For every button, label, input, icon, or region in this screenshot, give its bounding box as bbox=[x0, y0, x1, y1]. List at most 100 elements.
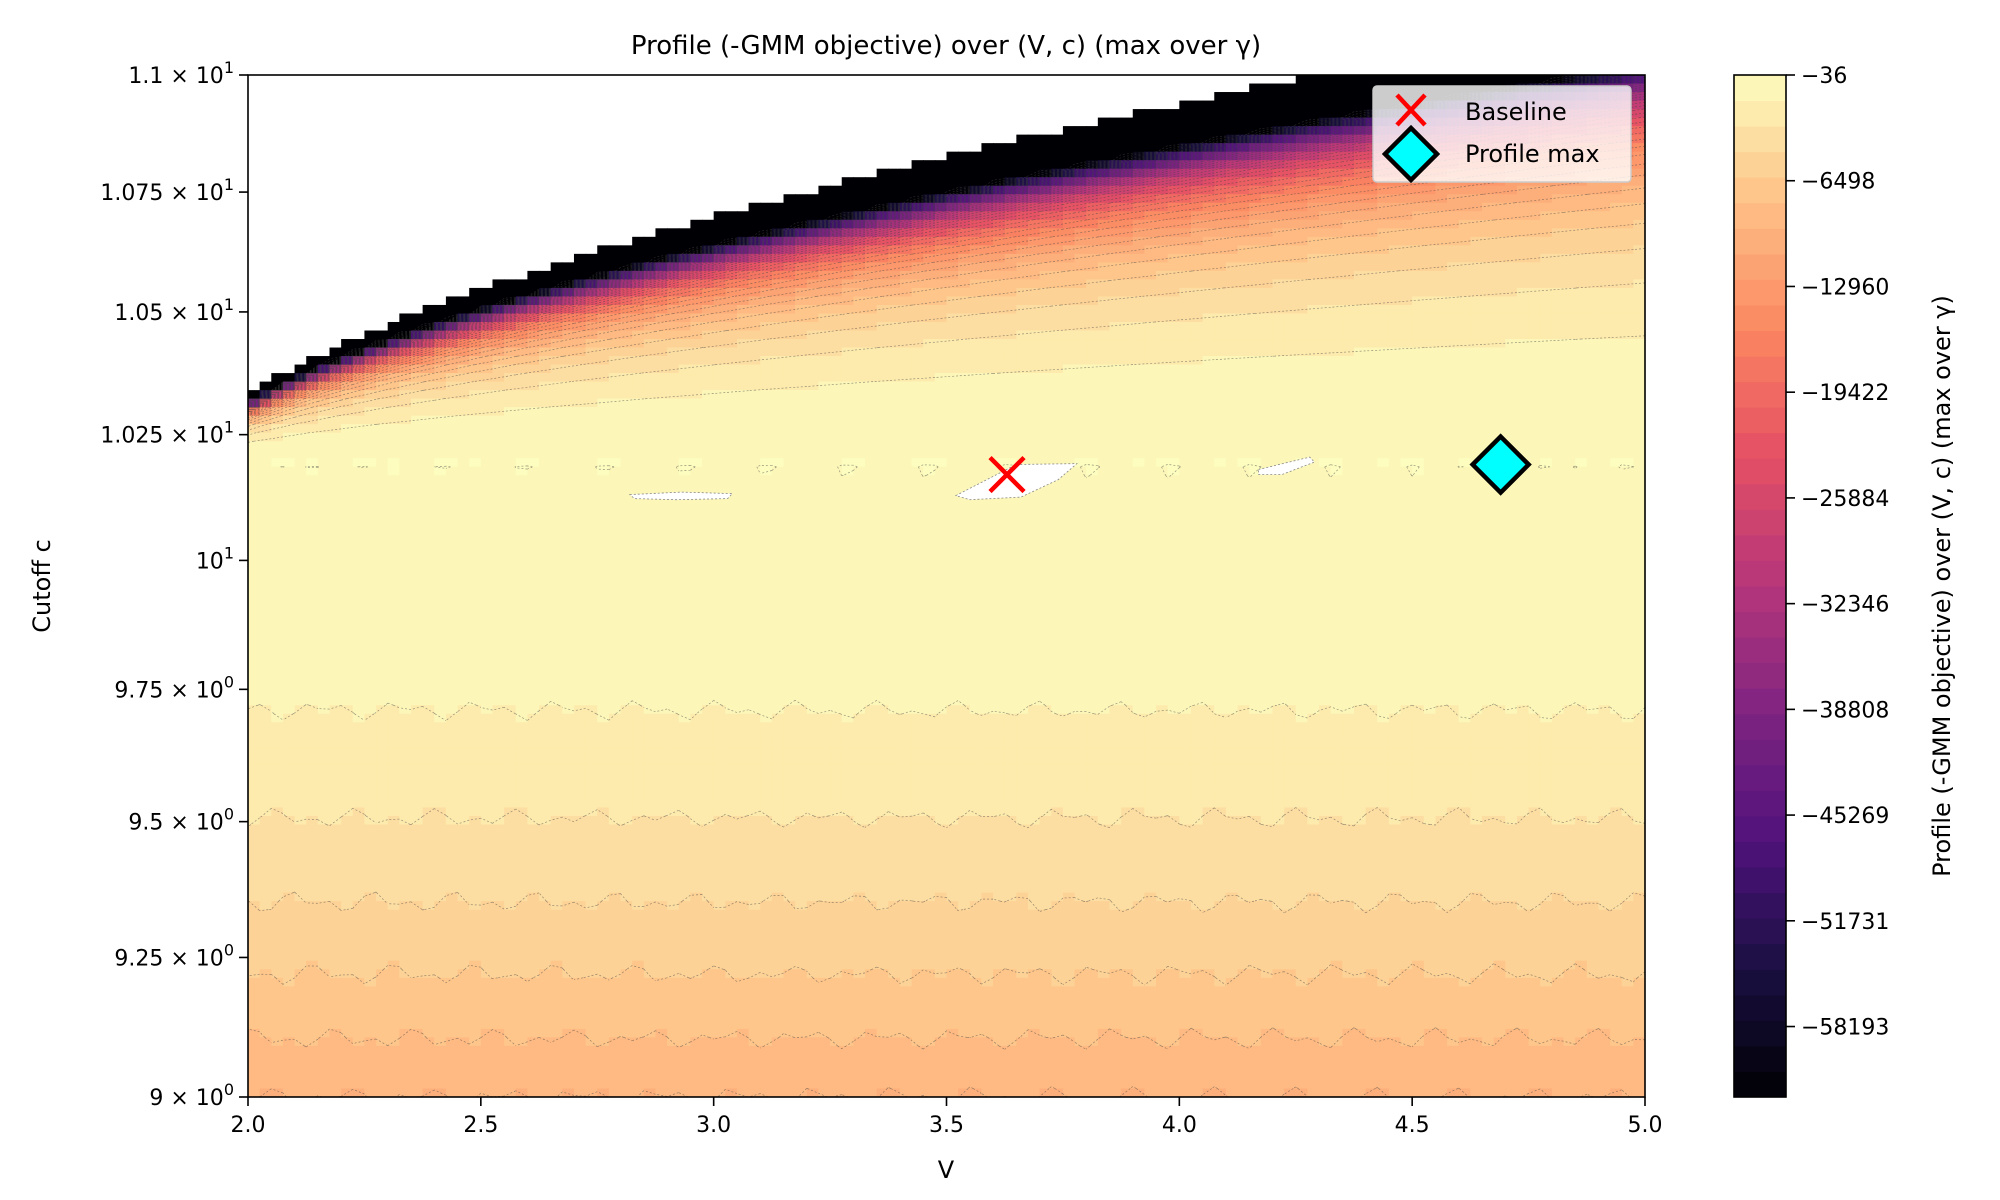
contour-cell bbox=[993, 287, 1006, 298]
contour-cell bbox=[1179, 390, 1192, 400]
contour-cell bbox=[1598, 432, 1611, 442]
contour-cell bbox=[946, 492, 959, 502]
contour-cell bbox=[539, 398, 552, 408]
contour-cell bbox=[969, 526, 983, 536]
contour-cell bbox=[1167, 475, 1180, 485]
contour-cell bbox=[504, 466, 517, 476]
contour-cell bbox=[550, 432, 563, 442]
contour-cell bbox=[515, 287, 528, 298]
contour-cell bbox=[1027, 424, 1041, 434]
contour-cell bbox=[306, 432, 319, 442]
contour-cell bbox=[923, 279, 936, 289]
contour-cell bbox=[1062, 330, 1076, 340]
contour-cell bbox=[1039, 398, 1052, 408]
contour-cell bbox=[783, 364, 796, 374]
contour-cell bbox=[1516, 339, 1530, 349]
contour-cell bbox=[853, 245, 866, 255]
contour-cell bbox=[1144, 202, 1157, 212]
contour-cell bbox=[1249, 109, 1262, 119]
contour-cell bbox=[1109, 373, 1122, 383]
contour-cell bbox=[958, 364, 971, 374]
contour-cell bbox=[585, 253, 598, 263]
contour-cell bbox=[387, 407, 400, 417]
contour-cell bbox=[853, 313, 866, 323]
contour-cell bbox=[1307, 126, 1320, 136]
contour-cell bbox=[1121, 313, 1134, 323]
contour-cell bbox=[1307, 492, 1320, 502]
contour-cell bbox=[1086, 211, 1099, 221]
contour-cell bbox=[1062, 509, 1076, 519]
contour-cell bbox=[1388, 279, 1402, 289]
contour-cell bbox=[806, 526, 820, 536]
contour-cell bbox=[1225, 407, 1239, 417]
contour-cell bbox=[1027, 500, 1041, 510]
contour-cell bbox=[259, 492, 272, 502]
contour-cell bbox=[1540, 313, 1553, 323]
contour-cell bbox=[1528, 483, 1541, 493]
contour-cell bbox=[1353, 339, 1367, 349]
contour-cell bbox=[1470, 390, 1483, 400]
contour-cell bbox=[1610, 296, 1623, 306]
contour-cell bbox=[1342, 330, 1355, 340]
contour-cell bbox=[1388, 500, 1402, 510]
contour-cell bbox=[1156, 390, 1169, 400]
contour-cell bbox=[1575, 500, 1588, 510]
contour-cell bbox=[1225, 509, 1239, 519]
contour-cell bbox=[969, 500, 983, 510]
contour-cell bbox=[282, 415, 296, 425]
contour-cell bbox=[1062, 407, 1076, 417]
contour-cell bbox=[1493, 296, 1506, 306]
contour-cell bbox=[969, 287, 983, 298]
contour-cell bbox=[1633, 211, 1645, 221]
contour-cell bbox=[876, 526, 889, 536]
contour-cell bbox=[1319, 117, 1332, 127]
contour-cell bbox=[1435, 270, 1448, 280]
contour-cell bbox=[1272, 228, 1285, 238]
contour-cell bbox=[1307, 202, 1320, 212]
contour-cell bbox=[504, 500, 517, 510]
contour-cell bbox=[1551, 441, 1565, 451]
contour-cell bbox=[1563, 313, 1576, 323]
contour-cell bbox=[376, 432, 389, 442]
contour-cell bbox=[434, 304, 447, 315]
contour-cell bbox=[806, 432, 820, 442]
contour-cell bbox=[1377, 492, 1390, 502]
contour-cell bbox=[1272, 245, 1285, 255]
contour-cell bbox=[1249, 407, 1262, 417]
contour-cell bbox=[1074, 517, 1087, 527]
contour-cell bbox=[713, 517, 726, 527]
contour-cell bbox=[1447, 441, 1460, 451]
contour-cell bbox=[888, 262, 901, 272]
contour-cell bbox=[795, 466, 808, 476]
contour-cell bbox=[969, 466, 983, 476]
contour-cell bbox=[1435, 500, 1448, 510]
contour-cell bbox=[783, 407, 796, 417]
contour-cell bbox=[841, 424, 854, 434]
contour-cell bbox=[876, 475, 889, 485]
contour-cell bbox=[1610, 185, 1623, 195]
contour-cell bbox=[1423, 492, 1437, 502]
contour-cell bbox=[958, 287, 971, 298]
contour-cell bbox=[1156, 270, 1169, 280]
contour-cell bbox=[736, 339, 750, 349]
contour-cell bbox=[1447, 390, 1460, 400]
contour-cell bbox=[702, 228, 715, 238]
contour-cell bbox=[1365, 441, 1378, 451]
contour-cell bbox=[1004, 151, 1017, 161]
contour-cell bbox=[632, 500, 645, 510]
contour-cell bbox=[1458, 373, 1471, 383]
contour-cell bbox=[969, 449, 983, 459]
contour-cell bbox=[1540, 381, 1553, 391]
contour-cell bbox=[445, 398, 459, 408]
contour-cell bbox=[923, 407, 936, 417]
contour-cell bbox=[934, 398, 948, 408]
contour-cell bbox=[573, 432, 587, 442]
contour-cell bbox=[678, 483, 691, 493]
contour-cell bbox=[1435, 381, 1448, 391]
contour-cell bbox=[1621, 424, 1634, 434]
contour-cell bbox=[1295, 390, 1308, 400]
contour-cell bbox=[934, 492, 948, 502]
contour-cell bbox=[1051, 432, 1064, 442]
contour-cell bbox=[748, 202, 761, 212]
contour-cell bbox=[585, 364, 598, 374]
